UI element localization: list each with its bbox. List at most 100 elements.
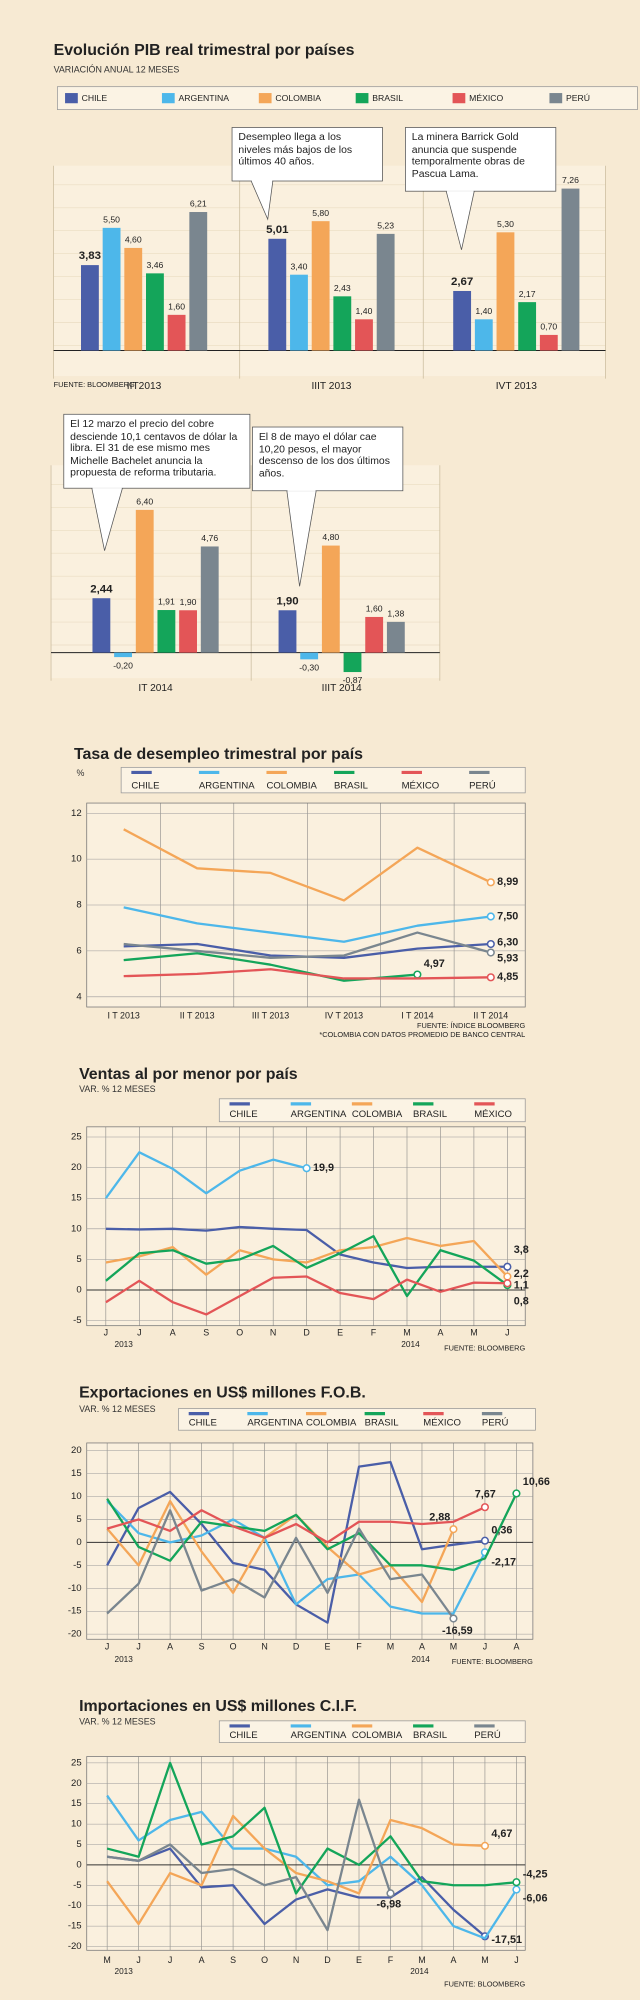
x-tick-label: A [419,1641,425,1651]
source: FUENTE: BLOOMBERG [54,380,135,389]
y-tick-label: 25 [71,1757,82,1768]
y-axis-label: VAR. % 12 MESES [79,1404,156,1414]
legend-box [57,86,638,111]
bar-value-label: 1,90 [180,597,197,607]
y-tick-label: -5 [73,1315,82,1326]
chart-title: Exportaciones en US$ millones F.O.B. [79,1384,366,1401]
end-point [480,1841,490,1850]
callout-text: El 8 de mayo el dólar cae 10,20 pesos, e… [258,430,390,480]
legend-label: CHILE [82,93,108,103]
y-tick-label: 8 [76,900,81,911]
bar [146,273,164,351]
bar-value-label: 1,40 [356,306,373,316]
year-label: 2013 [115,1655,134,1664]
x-tick-label: M [387,1641,394,1651]
legend-label: BRASIL [413,1730,447,1741]
series-line [106,1509,455,1620]
bar [200,546,219,653]
series-line [105,1225,508,1270]
end-point [449,1525,458,1534]
legend-label: CHILE [229,1730,257,1741]
legend-label: BRASIL [365,1418,399,1429]
x-tick-label: J [136,1955,140,1965]
series-line [123,968,491,980]
series-line [106,1814,485,1926]
x-tick-label: M [481,1955,488,1965]
x-tick-label: J [136,1641,140,1651]
legend-label: COLOMBIA [352,1730,403,1741]
series-line [106,1500,486,1615]
x-tick-label: A [450,1955,456,1965]
x-tick-label: M [470,1328,477,1338]
bar [92,598,111,653]
x-tick-label: J [505,1328,509,1338]
x-tick-label: O [236,1328,243,1338]
source-note: FUENTE: BLOOMBERG [444,1980,525,1989]
legend-label: PERÚ [469,780,496,791]
end-point [486,939,495,949]
bar-value-label: 6,21 [190,199,207,209]
legend-label: CHILE [131,780,159,791]
legend-label: MÉXICO [402,780,440,791]
bar-value-label: 4,80 [322,532,339,542]
y-tick-label: -20 [68,1629,82,1640]
value-label: 4,67 [491,1828,512,1840]
end-point [486,948,495,957]
legend-swatch [258,93,272,104]
bar [300,652,319,660]
bar [290,274,308,351]
end-point [486,912,495,921]
y-tick-label: 5 [76,1254,81,1265]
legend-label: MÉXICO [423,1418,461,1429]
bar [496,232,515,351]
x-tick-label: A [199,1955,205,1965]
bar [179,610,197,653]
x-tick-label: J [483,1641,487,1651]
value-label: -4,25 [523,1868,548,1880]
callout: El 8 de mayo el dólar cae 10,20 pesos, e… [258,430,390,480]
x-tick-label: J [514,1955,518,1965]
end-point [486,878,495,887]
y-tick-label: 15 [71,1193,82,1204]
bar [124,247,143,351]
category-label: IT 2014 [138,683,173,694]
end-point [449,1614,458,1623]
y-tick-label: -10 [68,1583,82,1594]
legend-box [120,766,526,794]
bar-value-label: 2,43 [334,283,351,293]
x-tick-label: III T 2013 [252,1010,289,1020]
y-tick-label: 0 [76,1285,81,1296]
series-line [106,1847,486,1938]
value-label: 19,9 [313,1162,334,1174]
y-tick-label: 10 [71,1819,82,1830]
x-tick-label: N [261,1641,267,1651]
legend-swatch [549,93,563,104]
legend-label: MÉXICO [474,1109,512,1120]
bar [539,334,558,351]
bar-value-label: -0,87 [343,675,363,685]
value-label: 3,8 [514,1244,529,1256]
legend-label: PERÚ [482,1418,509,1429]
bar-value-label: 5,01 [266,224,289,236]
end-point [503,1262,512,1271]
bar [157,610,176,653]
y-axis-label: % [77,768,85,778]
value-label: 5,93 [497,953,518,965]
y-tick-label: -15 [68,1606,82,1617]
series-line [105,1236,509,1278]
bar-value-label: 5,80 [312,208,329,218]
callout: El 12 marzo el precio del cobre desciend… [70,418,237,478]
bar [80,265,99,351]
x-tick-label: N [293,1955,299,1965]
callout-box [231,127,383,182]
x-tick-label: J [168,1955,172,1965]
end-point [486,973,495,982]
bar-value-label: -0,30 [299,663,319,673]
callout-box [405,127,557,192]
value-label: 0,8 [514,1296,529,1308]
x-tick-label: I T 2013 [108,1010,140,1020]
legend-label: ARGENTINA [179,93,230,103]
legend-label: MÉXICO [469,93,503,103]
value-label: -6,06 [523,1892,548,1904]
